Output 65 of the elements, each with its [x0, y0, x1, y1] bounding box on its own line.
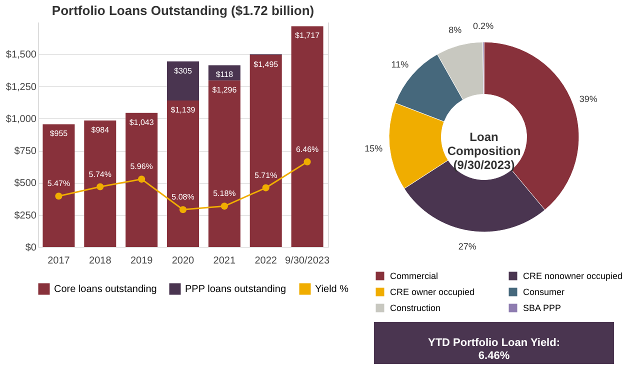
data-label: 5.96% — [130, 162, 153, 172]
legend-label: Construction — [390, 303, 441, 313]
chart-title: Portfolio Loans Outstanding ($1.72 billion) — [52, 3, 314, 18]
point — [96, 183, 104, 190]
data-label: 0.2% — [473, 21, 494, 31]
x-tick-label: 2021 — [213, 256, 236, 266]
x-tick-label: 2020 — [172, 256, 195, 266]
legend-label: Commercial — [390, 271, 438, 281]
data-label: $118 — [216, 70, 234, 80]
bar — [250, 54, 282, 247]
y-tick-label: $500 — [14, 178, 37, 190]
point — [220, 202, 228, 210]
bar — [84, 120, 116, 247]
bar — [291, 26, 324, 247]
x-tick-label: 2018 — [89, 256, 112, 266]
legend-label: Core loans outstanding — [54, 284, 157, 295]
data-label: 6.46% — [296, 144, 319, 154]
legend-label: Consumer — [523, 287, 565, 297]
data-label: $1,296 — [212, 85, 238, 94]
bar — [167, 100, 199, 247]
bar — [208, 80, 240, 247]
y-tick-label: $1,500 — [6, 50, 37, 61]
data-label: $1,139 — [170, 106, 196, 115]
data-label: $955 — [50, 129, 68, 138]
y-tick-label: $1,000 — [6, 114, 37, 125]
text: YTD Portfolio Loan Yield: — [428, 337, 560, 349]
legend-label: CRE owner occupied — [390, 287, 475, 297]
data-label: 27% — [458, 242, 476, 252]
x-tick-label: 2022 — [254, 256, 278, 266]
y-tick-label: $750 — [14, 146, 37, 158]
bar — [126, 112, 158, 247]
x-tick-label: 2017 — [48, 256, 70, 266]
point — [138, 176, 146, 183]
data-label: 5.08% — [172, 192, 194, 202]
point — [262, 184, 270, 192]
legend-label: PPP loans outstanding — [185, 284, 286, 295]
bar — [208, 65, 240, 80]
text: Loan Composition (9/30/2023) — [447, 130, 521, 172]
data-label: 5.74% — [88, 170, 112, 179]
data-label: $1,043 — [129, 118, 154, 127]
data-label: 5.18% — [213, 189, 236, 198]
text: 6.46% — [478, 350, 510, 362]
data-label: 8% — [448, 24, 462, 35]
data-label: 5.47% — [47, 179, 70, 188]
data-label: 39% — [579, 94, 598, 104]
y-tick-label: $0 — [25, 242, 37, 254]
legend-label: CRE nonowner occupied — [523, 271, 623, 281]
bar — [42, 124, 75, 247]
legend-label: Yield % — [315, 284, 349, 295]
data-label: $984 — [91, 125, 110, 134]
data-label: 11% — [391, 60, 409, 70]
x-tick-label: 2019 — [130, 256, 154, 266]
data-label: $1,495 — [254, 60, 279, 69]
data-label: 5.71% — [254, 170, 278, 180]
x-tick-label: 9/30/2023 — [285, 256, 330, 266]
data-label: $1,717 — [295, 31, 320, 40]
point — [179, 206, 187, 214]
y-tick-label: $250 — [14, 210, 37, 222]
point — [304, 158, 311, 166]
data-label: 15% — [364, 143, 383, 154]
data-label: $305 — [174, 66, 192, 76]
point — [55, 192, 62, 200]
bar — [167, 61, 199, 101]
y-tick-label: $1,250 — [6, 82, 37, 93]
legend-label: SBA PPP — [523, 303, 562, 313]
